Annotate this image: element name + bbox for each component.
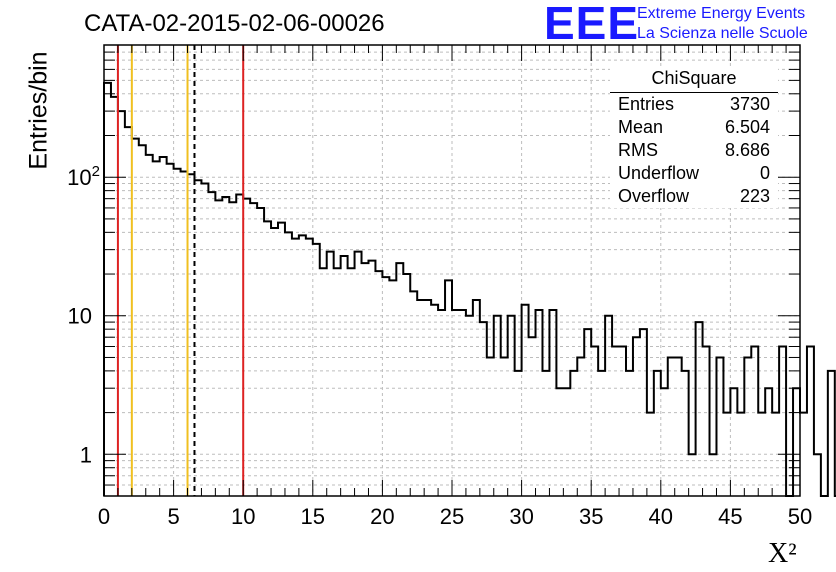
chart-title: CATA-02-2015-02-06-00026 <box>84 10 385 37</box>
grid-lines <box>104 44 800 497</box>
stats-value: 6.504 <box>724 117 770 137</box>
x-tick-label: 5 <box>167 504 179 529</box>
stats-row: RMS 8.686 <box>610 139 778 162</box>
stats-value: 0 <box>759 163 770 183</box>
x-tick-label: 20 <box>370 504 394 529</box>
stats-value: 223 <box>739 186 770 206</box>
stats-value: 3730 <box>729 94 770 114</box>
histogram-series <box>103 81 836 497</box>
eee-logo: EEE <box>544 0 640 49</box>
logo-line-2: La Scienza nelle Scuole <box>637 25 808 42</box>
x-tick-label: 50 <box>788 504 812 529</box>
stats-key: Mean <box>618 117 664 137</box>
stats-key: Underflow <box>618 163 700 183</box>
y-tick-label: 102 <box>67 163 100 190</box>
stats-key: RMS <box>618 140 658 160</box>
stats-row: Underflow 0 <box>610 162 778 185</box>
x-tick-label: 45 <box>718 504 742 529</box>
stats-title: ChiSquare <box>610 66 778 93</box>
stats-row: Overflow 223 <box>610 185 778 208</box>
tick-labels: 0 5 10 15 20 25 30 35 40 45 50 1 10 102 <box>67 163 812 529</box>
x-axis-label: X² <box>768 538 797 569</box>
y-axis-label: Entries/bin <box>24 51 53 170</box>
stats-key: Overflow <box>618 186 690 206</box>
x-tick-label: 25 <box>440 504 464 529</box>
logo-line-1: Extreme Energy Events <box>637 5 806 22</box>
x-tick-label: 40 <box>649 504 673 529</box>
y-tick-label: 1 <box>80 442 92 467</box>
x-tick-label: 15 <box>301 504 325 529</box>
x-tick-label: 30 <box>509 504 533 529</box>
reference-lines <box>116 45 245 496</box>
stats-box: ChiSquare Entries 3730 Mean 6.504 RMS 8.686… <box>610 66 778 208</box>
x-tick-label: 10 <box>231 504 255 529</box>
stats-row: Mean 6.504 <box>610 116 778 139</box>
axis-ticks <box>103 44 801 497</box>
histogram-line <box>103 81 836 497</box>
stats-row: Entries 3730 <box>610 93 778 116</box>
stats-value: 8.686 <box>724 140 770 160</box>
x-tick-label: 0 <box>98 504 110 529</box>
stats-key: Entries <box>618 94 675 114</box>
x-tick-label: 35 <box>579 504 603 529</box>
y-tick-label: 10 <box>68 304 92 329</box>
